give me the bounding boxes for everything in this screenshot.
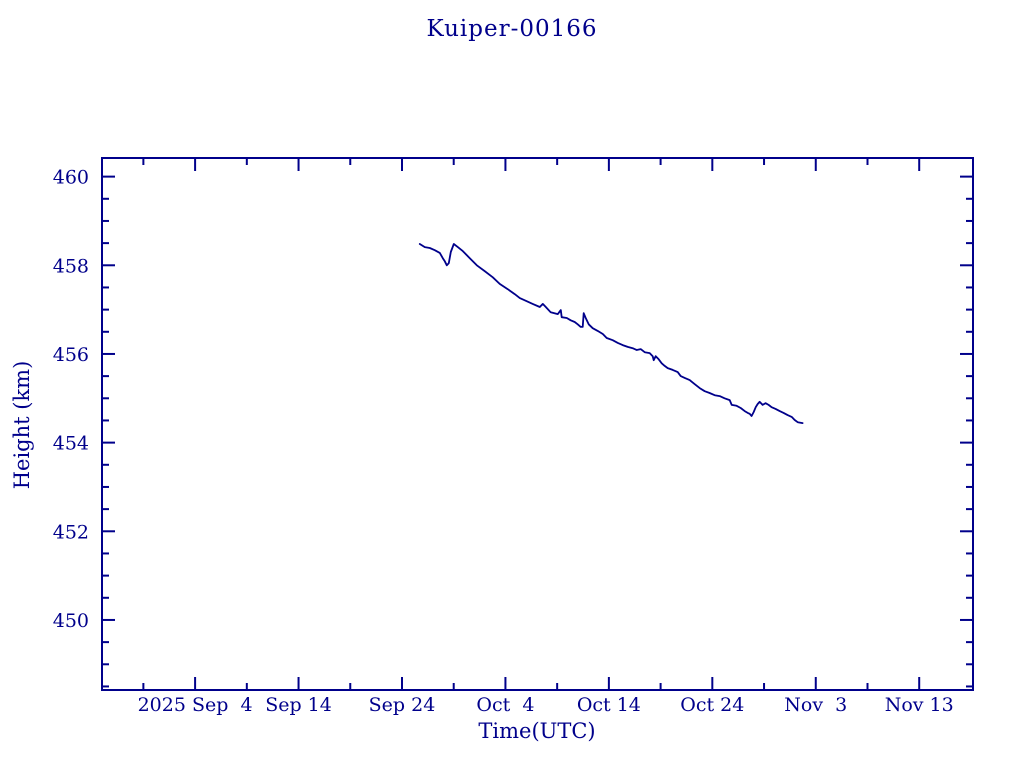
x-tick-label: Sep 24 (369, 694, 436, 716)
x-tick-label: Nov 3 (784, 694, 847, 716)
height-series-line (418, 243, 804, 425)
x-tick-label: Sep 14 (265, 694, 332, 716)
plot-frame (101, 157, 974, 691)
chart-title: Kuiper-00166 (426, 16, 598, 42)
x-tick-label: Nov 13 (885, 694, 954, 716)
y-tick-label: 456 (53, 344, 89, 366)
y-tick-label: 452 (53, 521, 89, 543)
x-tick-label: Oct 14 (577, 694, 641, 716)
y-tick-label: 450 (53, 610, 89, 632)
x-tick-label: 2025 Sep 4 (138, 694, 253, 716)
x-tick-label: Oct 4 (476, 694, 534, 716)
y-tick-label: 458 (53, 255, 89, 277)
x-axis-label: Time(UTC) (478, 719, 596, 743)
y-tick-label: 460 (53, 167, 89, 189)
x-tick-label: Oct 24 (680, 694, 744, 716)
y-tick-label: 454 (53, 433, 89, 455)
